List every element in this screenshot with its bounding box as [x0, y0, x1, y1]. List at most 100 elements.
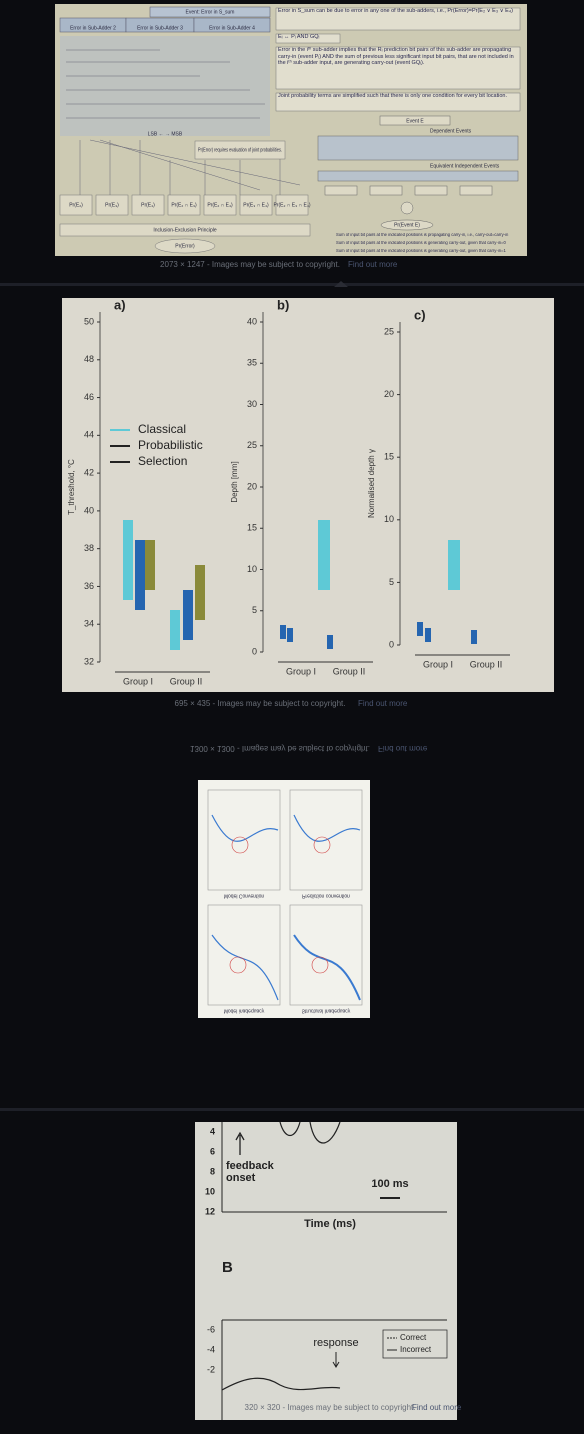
box	[318, 520, 330, 590]
x-tick-label: Group I	[423, 659, 453, 669]
legend-item: Sum of input bit pairs at the indicated …	[336, 241, 520, 249]
page: {"results":[ {"caption":"2073 × 1247 - I…	[0, 0, 584, 1434]
caption: 2073 × 1247 - Images may be subject to c…	[160, 260, 340, 269]
y-tick-label: 12	[205, 1206, 215, 1216]
y-tick-label: 20	[384, 389, 394, 399]
y-tick-label: 40	[247, 316, 257, 326]
box	[448, 540, 460, 590]
legend-label: Probabilistic	[138, 438, 203, 452]
subplot-title: Model Convention	[224, 893, 265, 899]
label: Pr(Error)	[175, 243, 195, 249]
label: Event: Error in S_sum	[186, 9, 235, 15]
x-axis-label: Time (ms)	[304, 1218, 356, 1230]
y-tick-label: 10	[247, 564, 257, 574]
x-tick-label: Group I	[286, 666, 316, 676]
y-tick-label: 40	[84, 505, 94, 515]
y-tick-label: 38	[84, 543, 94, 553]
panel-label: a)	[114, 297, 126, 312]
note: Error in the iᵗʰ sub-adder implies that …	[278, 47, 518, 93]
panel-label: B	[222, 1259, 233, 1276]
legend: Sum of input bit pairs at the indicated …	[320, 233, 520, 257]
box	[425, 628, 431, 642]
box	[195, 565, 205, 620]
label: Inclusion-Exclusion Principle	[153, 227, 217, 233]
x-tick-label: Group II	[333, 666, 366, 676]
y-tick-label: 15	[384, 452, 394, 462]
box	[170, 610, 180, 650]
link[interactable]: Find out more	[348, 260, 398, 269]
divider	[0, 1108, 584, 1111]
y-tick-label: 50	[84, 316, 94, 326]
y-tick-label: 42	[84, 467, 94, 477]
link[interactable]: Find out more	[378, 744, 428, 753]
y-tick-label: 5	[389, 577, 394, 587]
y-tick-label: 36	[84, 581, 94, 591]
y-tick-label: 25	[384, 326, 394, 336]
label: Pr(E₂ ∩ E₃ ∩ E₄)	[273, 202, 310, 208]
label: Pr(E₃ ∩ E₄)	[243, 202, 269, 208]
subplot-title: Model inadequacy	[224, 1008, 265, 1014]
notes-text: Error in S_sum can be due to error in an…	[278, 8, 518, 112]
box	[417, 622, 423, 636]
box	[318, 171, 518, 181]
thumbnail[interactable]	[62, 298, 554, 692]
y-tick-label: 10	[205, 1186, 215, 1196]
y-tick-label: 44	[84, 430, 94, 440]
label: Pr(E₄)	[141, 202, 155, 208]
y-axis-label: Depth [mm]	[230, 461, 239, 502]
y-tick-label: 0	[389, 639, 394, 649]
y-axis-label: T_threshold, °C	[67, 459, 76, 515]
legend-label: Classical	[138, 422, 186, 436]
y-tick-label: 4	[210, 1126, 215, 1136]
y-tick-label: 8	[210, 1166, 215, 1176]
box	[135, 540, 145, 610]
label: Pr(E₃)	[105, 202, 119, 208]
x-tick-label: Group II	[470, 659, 503, 669]
label: Pr(Error) requires evaluation of joint p…	[198, 147, 282, 153]
legend-item: Sum of input bit pairs at the indicated …	[336, 233, 520, 241]
y-tick-label: -4	[207, 1344, 215, 1354]
box	[318, 136, 518, 160]
link[interactable]: Find out more	[358, 699, 408, 708]
y-tick-label: 6	[210, 1146, 215, 1156]
label: Dependent Events	[430, 128, 472, 134]
caption: 695 × 435 - Images may be subject to cop…	[175, 699, 346, 708]
legend-label: Selection	[138, 454, 187, 468]
label: Pr(E₂)	[69, 202, 83, 208]
label: Error in Sub-Adder 4	[209, 25, 255, 31]
screen: Event: Error in S_sum Error in Sub-Adder…	[0, 0, 584, 1434]
y-tick-label: 46	[84, 392, 94, 402]
label: Event E	[406, 118, 424, 124]
note: Error in S_sum can be due to error in an…	[278, 8, 518, 34]
y-tick-label: 48	[84, 354, 94, 364]
label: Equivalent Independent Events	[430, 163, 500, 169]
box	[183, 590, 193, 640]
y-tick-label: 15	[247, 523, 257, 533]
y-tick-label: 32	[84, 656, 94, 666]
legend-label: Incorrect	[400, 1345, 432, 1354]
y-tick-label: 35	[247, 358, 257, 368]
y-tick-label: -2	[207, 1364, 215, 1374]
y-tick-label: 10	[384, 514, 394, 524]
annotation: feedback onset	[226, 1160, 270, 1184]
label: Pr(E₂ ∩ E₄)	[207, 202, 233, 208]
y-tick-label: 20	[247, 481, 257, 491]
box	[287, 628, 293, 642]
note: Joint probability terms are simplified s…	[278, 93, 518, 100]
box	[471, 630, 477, 644]
annotation-box: feedback onset	[226, 1160, 296, 1190]
y-tick-label: -6	[207, 1324, 215, 1334]
link[interactable]: Find out more	[412, 1403, 462, 1412]
label: Error in Sub-Adder 2	[70, 25, 116, 31]
label: Pr(E₂ ∩ E₃)	[171, 202, 197, 208]
label: Pr(Event E)	[394, 222, 420, 228]
panel-label: c)	[414, 307, 426, 322]
note: Eᵢ ↔ Pᵢ AND GQᵢ	[278, 34, 518, 47]
label: Error in Sub-Adder 3	[137, 25, 183, 31]
caption: 320 × 320 - Images may be subject to cop…	[245, 1403, 416, 1412]
y-axis-label: Normalised depth γ	[367, 449, 376, 518]
divider	[0, 283, 584, 286]
legend-label: Correct	[400, 1333, 427, 1342]
x-tick-label: Group II	[170, 676, 203, 686]
label: LSB ← → MSB	[148, 131, 183, 137]
